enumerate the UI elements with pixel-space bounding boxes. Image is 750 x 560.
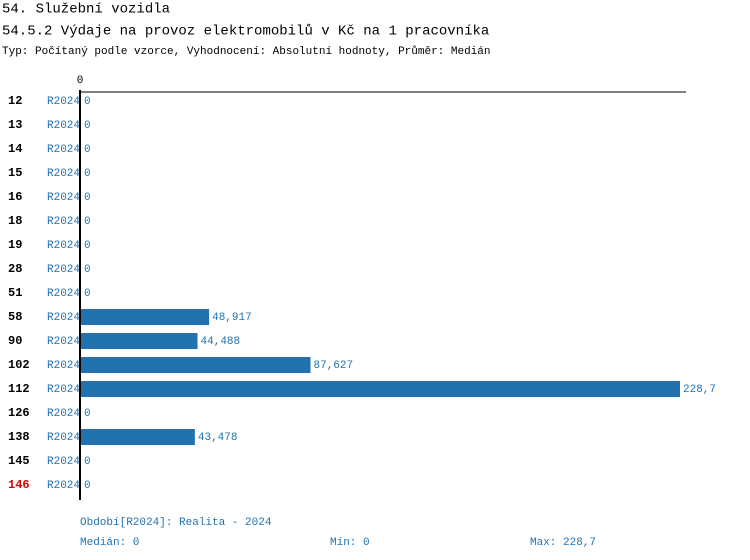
bar [81,429,195,445]
value-label: 0 [84,480,91,492]
category-label: 126 [8,406,30,420]
value-label: 0 [84,216,91,228]
value-label: 0 [84,408,91,420]
category-label: 28 [8,262,22,276]
value-label: 87,627 [314,360,354,372]
value-label: 48,917 [212,312,252,324]
series-label: R2024 [47,480,80,492]
bar [81,381,680,397]
series-label: R2024 [47,120,80,132]
series-label: R2024 [47,312,80,324]
series-label: R2024 [47,288,80,300]
category-label: 12 [8,94,22,108]
value-label: 0 [84,120,91,132]
period: Období[R2024]: Realita - 2024 [80,517,272,529]
category-label: 112 [8,382,30,396]
series-label: R2024 [47,408,80,420]
value-label: 0 [84,168,91,180]
category-label: 14 [8,142,22,156]
series-label: R2024 [47,336,80,348]
series-label: R2024 [47,432,80,444]
series-label: R2024 [47,456,80,468]
category-label: 145 [8,454,30,468]
category-label: 90 [8,334,22,348]
series-label: R2024 [47,168,80,180]
value-label: 0 [84,96,91,108]
category-label: 19 [8,238,22,252]
series-label: R2024 [47,240,80,252]
value-label: 0 [84,240,91,252]
bar [81,333,198,349]
series-label: R2024 [47,96,80,108]
stat: Min: 0 [330,537,370,549]
category-label: 15 [8,166,22,180]
category-label: 13 [8,118,22,132]
stat: Medián: 0 [80,537,139,549]
series-label: R2024 [47,384,80,396]
value-label: 0 [84,192,91,204]
category-label: 138 [8,430,30,444]
value-label: 0 [84,456,91,468]
value-label: 0 [84,288,91,300]
category-label: 16 [8,190,22,204]
bar [81,357,311,373]
category-label: 18 [8,214,22,228]
series-label: R2024 [47,216,80,228]
category-label: 51 [8,286,22,300]
value-label: 44,488 [201,336,241,348]
chart-description: Typ: Počítaný podle vzorce, Vyhodnocení:… [2,45,490,58]
stat: Max: 228,7 [530,537,596,549]
chart-subtitle: 54.5.2 Výdaje na provoz elektromobilů v … [2,24,489,40]
category-label: 58 [8,310,22,324]
series-label: R2024 [47,264,80,276]
chart-title: 54. Služební vozidla [2,2,170,18]
value-label: 43,478 [198,432,238,444]
value-label: 228,7 [683,384,716,396]
bar [81,309,210,325]
series-label: R2024 [47,360,80,372]
series-label: R2024 [47,144,80,156]
x-tick-label: 0 [77,75,84,87]
value-label: 0 [84,264,91,276]
category-label: 146 [8,478,30,492]
value-label: 0 [84,144,91,156]
category-label: 102 [8,358,30,372]
series-label: R2024 [47,192,80,204]
